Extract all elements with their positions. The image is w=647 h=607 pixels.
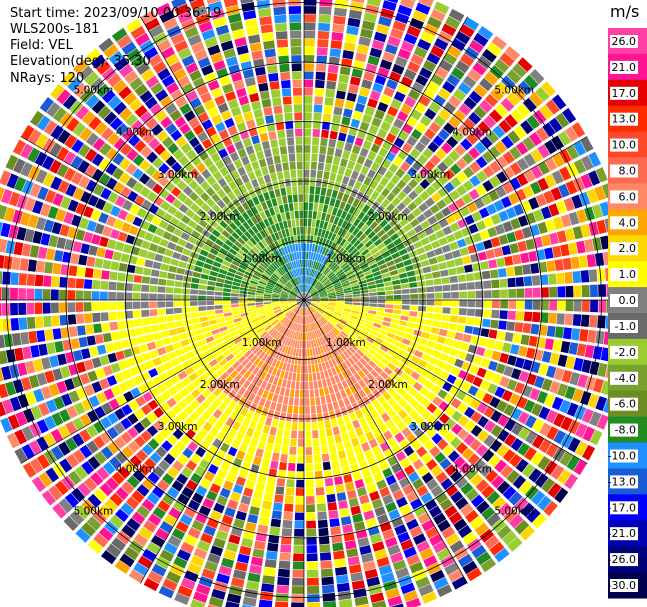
colorbar-tick-label: 6.0 xyxy=(619,190,637,203)
colorbar-tick-label: 17.0 xyxy=(612,87,637,100)
colorbar-tick-label: 8.0 xyxy=(619,165,637,178)
colorbar-tick-label: -1.0 xyxy=(615,320,636,333)
colorbar-tick-label: -6.0 xyxy=(615,398,636,411)
colorbar-tick-label: 10.0 xyxy=(612,139,637,152)
colorbar-tick-label: -4.0 xyxy=(615,372,636,385)
colorbar-tick-label: 0.0 xyxy=(619,294,637,307)
colorbar-tick-label: -21.0 xyxy=(608,527,636,540)
colorbar-tick-label: -30.0 xyxy=(608,579,636,592)
colorbar-tick-label: 26.0 xyxy=(612,35,637,48)
colorbar-unit: m/s xyxy=(610,2,639,21)
colorbar-tick-label: 4.0 xyxy=(619,216,637,229)
colorbar-tick-label: -17.0 xyxy=(608,501,636,514)
colorbar-tick-label: -8.0 xyxy=(615,424,636,437)
colorbar-tick-label: -13.0 xyxy=(608,475,636,488)
colorbar-tick-label: -2.0 xyxy=(615,346,636,359)
colorbar-tick-label: -10.0 xyxy=(608,450,636,463)
colorbar-tick-label: -26.0 xyxy=(608,553,636,566)
colorbar-tick-label: 21.0 xyxy=(612,61,637,74)
colorbar-tick-label: 2.0 xyxy=(619,242,637,255)
colorbar-tick-label: 13.0 xyxy=(612,113,637,126)
colorbar-tick-label: 1.0 xyxy=(619,268,637,281)
